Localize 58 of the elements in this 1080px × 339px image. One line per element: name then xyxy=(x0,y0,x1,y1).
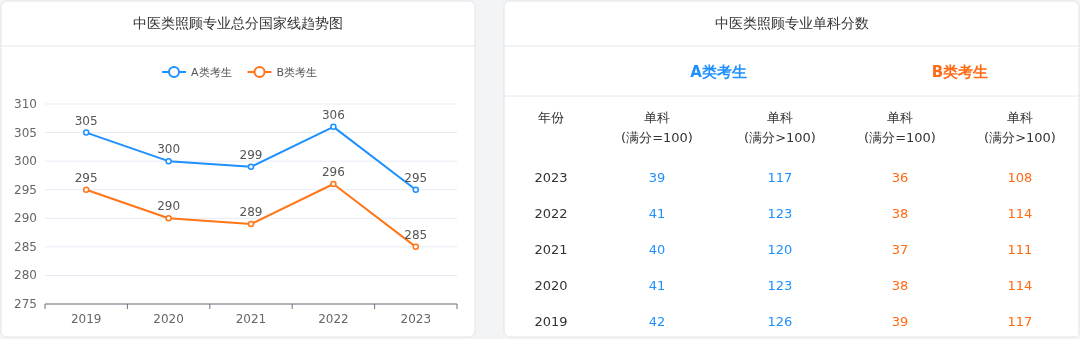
data-label: 38 xyxy=(891,278,909,293)
data-label: 111 xyxy=(1007,242,1033,257)
data-label: 117 xyxy=(767,170,793,185)
chart-title: 中医类照顾专业单科分数 xyxy=(714,15,869,31)
y-tick-label: 275 xyxy=(14,297,37,311)
data-label: 42 xyxy=(648,314,666,329)
data-label: 108 xyxy=(1007,170,1033,185)
y-tick-label: 285 xyxy=(14,239,37,254)
data-label: 305 xyxy=(74,113,98,128)
y-tick-label: 2022 xyxy=(534,206,568,221)
legend-label: A类考生 xyxy=(191,66,232,79)
x-tick-label: 2023 xyxy=(400,312,432,326)
y-axis-title: 年份 xyxy=(538,110,564,125)
y-tick-label: 2020 xyxy=(534,278,568,293)
y-tick-label: 2023 xyxy=(534,170,568,185)
data-label: 114 xyxy=(1007,278,1033,293)
x-tick-label: 单科(满分=100) xyxy=(621,110,693,145)
data-label: 41 xyxy=(648,278,666,293)
data-label: 295 xyxy=(74,170,98,185)
y-tick-label: 305 xyxy=(14,125,37,140)
data-label: 296 xyxy=(321,165,345,179)
data-label: 300 xyxy=(157,142,181,157)
chart-title: 中医类照顾专业总分国家线趋势图 xyxy=(133,15,343,31)
data-label: 126 xyxy=(767,314,793,329)
data-label: 299 xyxy=(239,147,263,162)
y-tick-label: 295 xyxy=(14,182,37,197)
x-tick-label: 单科(满分>100) xyxy=(984,110,1056,145)
text: B类考生 xyxy=(931,63,989,81)
x-tick-label: 单科(满分>100) xyxy=(744,110,816,145)
y-tick-label: 280 xyxy=(14,268,37,283)
data-label: 120 xyxy=(767,242,793,257)
data-label: 41 xyxy=(648,206,666,221)
data-label: 289 xyxy=(239,205,263,219)
data-label: 285 xyxy=(404,227,428,242)
data-label: 37 xyxy=(891,242,909,257)
x-tick-label: 单科(满分=100) xyxy=(864,110,936,145)
x-tick-label: 2022 xyxy=(318,312,349,326)
y-tick-label: 310 xyxy=(14,97,37,111)
y-tick-label: 290 xyxy=(14,211,37,226)
y-tick-label: 2021 xyxy=(534,242,568,257)
y-tick-label: 300 xyxy=(14,154,37,169)
data-label: 306 xyxy=(321,107,345,122)
data-label: 38 xyxy=(891,206,909,221)
data-label: 114 xyxy=(1007,206,1033,221)
text: A类考生 xyxy=(690,63,747,81)
data-label: 123 xyxy=(767,206,793,221)
data-label: 36 xyxy=(891,170,909,185)
data-label: 40 xyxy=(648,242,666,257)
data-label: 123 xyxy=(767,278,793,293)
x-tick-label: 2020 xyxy=(153,312,184,326)
data-label: 117 xyxy=(1007,314,1033,329)
x-tick-label: 2021 xyxy=(235,312,267,326)
x-tick-label: 2019 xyxy=(70,312,102,326)
legend-label: B类考生 xyxy=(276,66,318,79)
data-label: 295 xyxy=(404,170,428,185)
data-label: 39 xyxy=(891,314,909,329)
data-label: 290 xyxy=(157,199,181,214)
data-label: 39 xyxy=(648,170,666,185)
